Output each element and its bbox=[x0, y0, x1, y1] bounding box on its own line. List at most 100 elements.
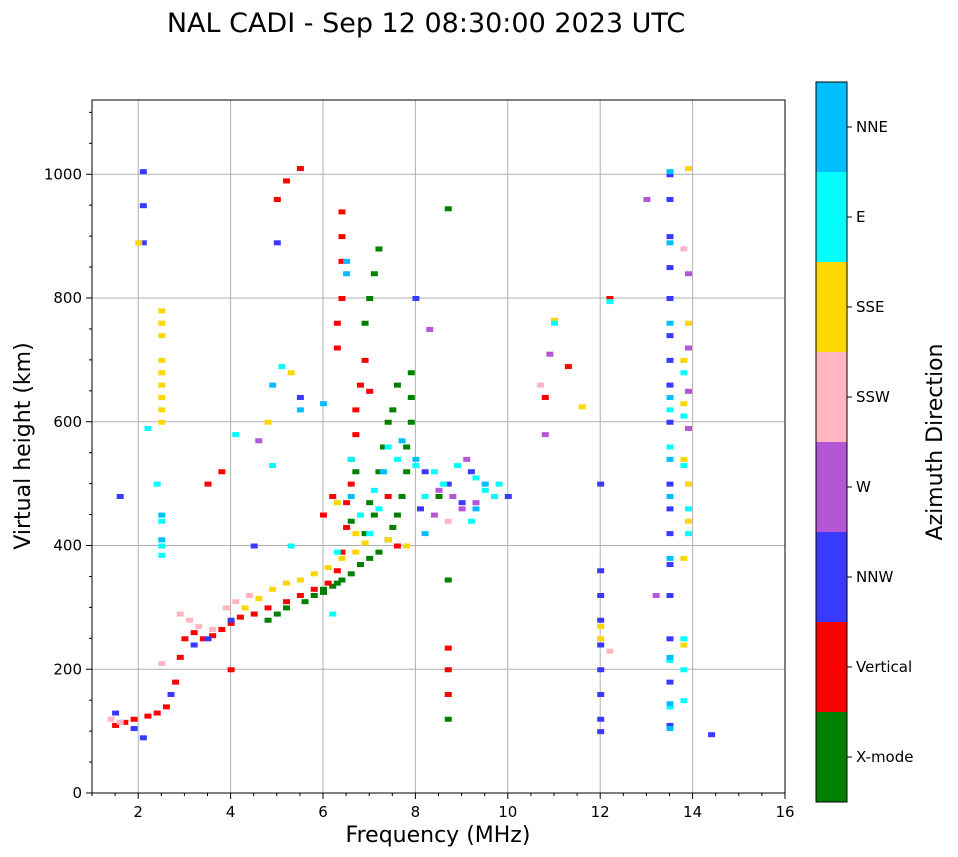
data-point-vertical bbox=[283, 178, 291, 184]
data-point-vertical bbox=[310, 586, 318, 592]
data-point-ssw bbox=[232, 599, 240, 605]
data-point-sse bbox=[403, 543, 411, 549]
data-point-x-mode bbox=[375, 469, 383, 475]
data-point-e bbox=[158, 543, 166, 549]
data-point-nne bbox=[666, 726, 674, 732]
data-point-e bbox=[269, 463, 277, 469]
data-point-x-mode bbox=[333, 580, 341, 586]
data-point-sse bbox=[680, 642, 688, 648]
data-point-sse bbox=[158, 308, 166, 314]
data-point-e bbox=[684, 506, 692, 512]
data-point-sse bbox=[310, 571, 318, 577]
data-point-w bbox=[643, 197, 651, 202]
data-point-x-mode bbox=[407, 370, 415, 376]
data-point-nnw bbox=[417, 506, 425, 512]
data-point-sse bbox=[551, 317, 558, 323]
data-point-e bbox=[287, 543, 295, 549]
x-tick-label: 4 bbox=[226, 803, 236, 821]
y-tick-label: 600 bbox=[53, 413, 82, 431]
data-point-sse bbox=[684, 166, 692, 172]
data-point-nne bbox=[296, 407, 304, 413]
data-point-vertical bbox=[333, 345, 341, 351]
data-point-w bbox=[449, 494, 457, 499]
data-point-x-mode bbox=[352, 469, 360, 475]
data-point-e bbox=[347, 456, 355, 462]
data-point-nnw bbox=[597, 692, 605, 697]
data-point-sse bbox=[352, 531, 360, 537]
data-point-ssw bbox=[246, 593, 254, 598]
x-tick-label: 16 bbox=[775, 803, 794, 821]
data-point-e bbox=[467, 518, 475, 524]
data-point-x-mode bbox=[389, 524, 397, 530]
data-point-sse bbox=[597, 636, 605, 642]
data-point-e bbox=[666, 657, 674, 663]
data-point-nnw bbox=[666, 506, 674, 512]
data-point-nne bbox=[666, 555, 674, 561]
data-point-vertical bbox=[444, 645, 452, 651]
data-point-nnw bbox=[666, 593, 674, 598]
y-tick-label: 400 bbox=[53, 537, 82, 555]
data-point-x-mode bbox=[347, 571, 355, 577]
data-point-nnw bbox=[130, 726, 138, 732]
data-point-x-mode bbox=[375, 246, 383, 252]
data-point-sse bbox=[352, 549, 360, 555]
data-point-nnw bbox=[597, 716, 605, 722]
data-point-x-mode bbox=[384, 419, 392, 425]
data-point-vertical bbox=[444, 667, 452, 673]
data-point-nnw bbox=[597, 642, 605, 648]
data-point-e bbox=[412, 463, 420, 469]
data-point-x-mode bbox=[407, 419, 415, 425]
data-point-w bbox=[541, 432, 549, 438]
data-point-x-mode bbox=[370, 271, 378, 277]
data-point-sse bbox=[578, 404, 586, 410]
x-tick-label: 10 bbox=[498, 803, 517, 821]
data-point-vertical bbox=[338, 258, 346, 264]
data-point-sse bbox=[680, 357, 688, 363]
data-point-ssw bbox=[209, 627, 217, 633]
data-point-sse bbox=[361, 540, 369, 546]
data-point-x-mode bbox=[366, 500, 374, 506]
data-point-x-mode bbox=[403, 444, 411, 450]
data-point-nnw bbox=[139, 169, 147, 175]
data-point-nne bbox=[666, 654, 674, 660]
data-point-x-mode bbox=[347, 518, 355, 524]
chart-title: NAL CADI - Sep 12 08:30:00 2023 UTC bbox=[167, 8, 685, 39]
colorbar-label-nne: NNE bbox=[856, 118, 888, 136]
data-point-vertical bbox=[236, 614, 244, 620]
data-point-vertical bbox=[393, 543, 401, 549]
data-point-x-mode bbox=[370, 512, 378, 518]
data-point-vertical bbox=[218, 627, 226, 633]
data-point-vertical bbox=[227, 667, 235, 673]
data-point-nne bbox=[472, 506, 480, 512]
data-point-sse bbox=[680, 456, 688, 462]
data-point-x-mode bbox=[320, 586, 327, 592]
data-point-sse bbox=[296, 577, 304, 583]
data-point-e bbox=[440, 481, 448, 487]
data-point-e bbox=[158, 518, 166, 524]
data-point-nnw bbox=[708, 732, 716, 738]
colorbar-label-ssw: SSW bbox=[856, 388, 890, 406]
data-point-vertical bbox=[564, 364, 572, 370]
colorbar-label-vertical: Vertical bbox=[856, 658, 912, 676]
data-point-vertical bbox=[283, 599, 291, 605]
data-point-vertical bbox=[541, 395, 549, 400]
data-point-nnw bbox=[666, 357, 674, 363]
data-point-sse bbox=[287, 370, 295, 376]
data-point-nnw bbox=[204, 636, 212, 642]
data-point-nne bbox=[380, 469, 388, 475]
data-point-nnw bbox=[273, 240, 281, 246]
data-point-sse bbox=[158, 419, 166, 425]
data-point-e bbox=[421, 494, 429, 499]
data-point-e bbox=[366, 531, 374, 537]
data-point-e bbox=[333, 549, 341, 555]
y-tick-label: 0 bbox=[72, 784, 82, 802]
data-point-e bbox=[453, 463, 461, 469]
data-point-e bbox=[375, 506, 383, 512]
data-point-nnw bbox=[597, 481, 605, 487]
data-point-sse bbox=[384, 537, 392, 543]
data-point-nnw bbox=[666, 419, 674, 425]
data-point-nne bbox=[666, 494, 674, 499]
data-point-ssw bbox=[116, 719, 124, 725]
data-point-e bbox=[158, 552, 166, 558]
data-point-vertical bbox=[320, 512, 327, 518]
